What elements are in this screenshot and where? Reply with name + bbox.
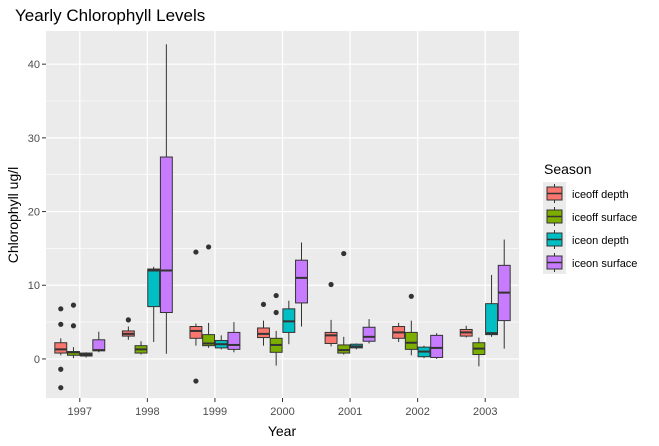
box-plot xyxy=(404,293,418,356)
outlier-point xyxy=(408,293,414,299)
box-plot xyxy=(282,300,296,345)
box-plot xyxy=(66,302,80,359)
y-tick-label: 10 xyxy=(28,280,40,292)
x-tick-label: 2001 xyxy=(338,406,362,418)
chart-title: Yearly Chlorophyll Levels xyxy=(15,6,205,25)
outlier-point xyxy=(58,306,64,312)
box-plot xyxy=(159,44,173,354)
box xyxy=(362,326,376,342)
box xyxy=(227,331,241,350)
box-plot xyxy=(324,281,338,347)
outlier-point xyxy=(341,250,347,257)
outlier-point xyxy=(260,301,267,308)
box-plot xyxy=(269,292,283,366)
y-axis-title: Chlorophyll ug/l xyxy=(5,167,21,264)
box-plot xyxy=(392,322,406,342)
box xyxy=(147,268,161,308)
box-plot xyxy=(349,343,363,350)
legend-label: iceoff depth xyxy=(572,189,629,201)
box-plot xyxy=(227,322,241,353)
outlier-point xyxy=(273,292,279,299)
legend-label: iceon surface xyxy=(572,258,637,270)
box-plot xyxy=(147,266,161,342)
box-plot xyxy=(189,249,203,384)
box xyxy=(54,342,68,354)
outlier-point xyxy=(58,366,64,372)
outlier-point xyxy=(70,302,77,308)
box-plot xyxy=(54,306,68,391)
outlier-point xyxy=(70,323,77,329)
x-tick-label: 1999 xyxy=(203,406,227,418)
x-tick-label: 1998 xyxy=(135,406,159,418)
outlier-point xyxy=(328,281,334,288)
box xyxy=(189,326,203,339)
outlier-point xyxy=(205,244,212,250)
box-plot xyxy=(459,325,473,338)
box xyxy=(430,334,444,358)
y-tick-label: 30 xyxy=(28,133,40,145)
box-plot xyxy=(92,331,106,353)
box-plot xyxy=(485,274,499,337)
outlier-point xyxy=(125,317,131,323)
box xyxy=(295,259,308,304)
outlier-point xyxy=(193,378,199,384)
outlier-point xyxy=(58,321,64,327)
legend-title: Season xyxy=(544,161,591,177)
box-plot xyxy=(337,250,351,355)
legend-label: iceoff surface xyxy=(572,212,637,224)
box-plot xyxy=(79,352,93,358)
box-plot xyxy=(362,319,376,344)
box-plot xyxy=(430,333,444,359)
x-tick-label: 2000 xyxy=(270,406,294,418)
y-tick-label: 0 xyxy=(34,354,40,366)
box-plot xyxy=(134,341,148,355)
x-tick-label: 1997 xyxy=(68,406,92,418)
outlier-point xyxy=(193,249,199,255)
box-plot xyxy=(257,301,270,346)
box-plot xyxy=(472,337,486,367)
box xyxy=(485,303,499,336)
box-groups xyxy=(54,44,511,391)
outlier-point xyxy=(58,385,64,391)
y-tick-label: 20 xyxy=(28,207,40,219)
box xyxy=(202,334,216,347)
box-plot xyxy=(214,335,228,350)
box xyxy=(159,156,173,314)
outlier-point xyxy=(273,309,279,316)
y-tick-label: 40 xyxy=(28,59,40,71)
legend-label: iceon depth xyxy=(572,235,629,247)
grid-lines xyxy=(46,31,519,398)
x-tick-label: 2002 xyxy=(405,406,429,418)
box-plot xyxy=(295,242,308,327)
box xyxy=(324,331,338,344)
box-plot xyxy=(121,317,135,340)
y-axis: 0 10 20 30 40 xyxy=(28,59,46,366)
legend: Season iceoff depth iceoff surface iceon d… xyxy=(543,161,637,274)
x-axis-title: Year xyxy=(268,423,297,439)
box xyxy=(337,344,351,354)
x-axis: 1997 1998 1999 2000 2001 2002 2003 xyxy=(68,398,497,418)
box xyxy=(404,331,418,350)
box-plot xyxy=(202,244,216,348)
box xyxy=(257,327,270,339)
box-plot xyxy=(417,345,431,359)
x-tick-label: 2003 xyxy=(473,406,497,418)
box-plot xyxy=(497,239,511,349)
